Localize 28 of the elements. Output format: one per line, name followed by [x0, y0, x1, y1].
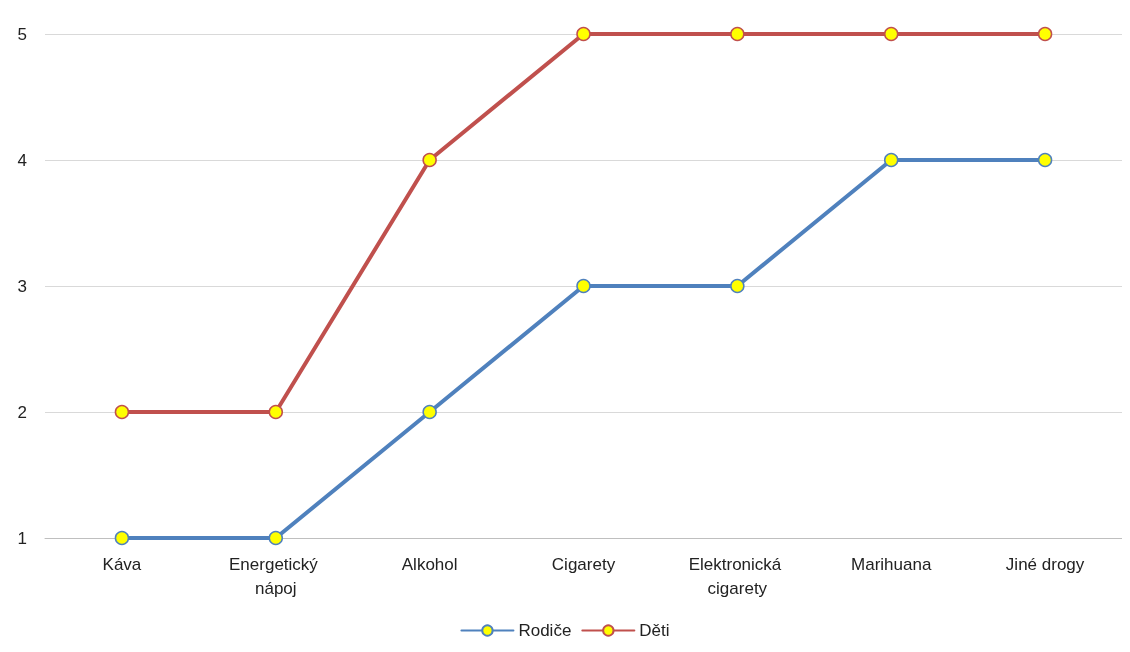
- x-tick-label: Marihuana: [851, 554, 932, 574]
- y-tick-label: 2: [17, 402, 27, 422]
- y-tick-label: 1: [17, 528, 27, 548]
- point: [268, 530, 284, 546]
- x-tick-label: Alkohol: [401, 554, 458, 574]
- point: [730, 278, 745, 294]
- y-tick-label: 4: [17, 150, 27, 170]
- x-tick-label: Energetický nápoj: [229, 554, 323, 598]
- point: [1037, 26, 1053, 42]
- point: [268, 404, 284, 420]
- point: [576, 26, 591, 42]
- point: [422, 152, 437, 168]
- point: [883, 26, 899, 42]
- x-tick-label: Jiné drogy: [1005, 554, 1085, 574]
- point: [730, 26, 745, 42]
- legend-label: Děti: [639, 621, 670, 640]
- point: [114, 404, 130, 420]
- point: [114, 530, 130, 546]
- x-tick-label: Cigarety: [551, 554, 616, 574]
- point: [576, 278, 591, 294]
- x-tick-label: Elektronická cigarety: [688, 554, 787, 598]
- point: [883, 152, 899, 168]
- x-tick-label: Káva: [102, 554, 142, 574]
- y-tick-label: 3: [17, 276, 27, 296]
- legend-label: Rodiče: [518, 621, 572, 640]
- y-tick-label: 5: [17, 24, 27, 44]
- point: [1037, 152, 1053, 168]
- point: [422, 404, 437, 420]
